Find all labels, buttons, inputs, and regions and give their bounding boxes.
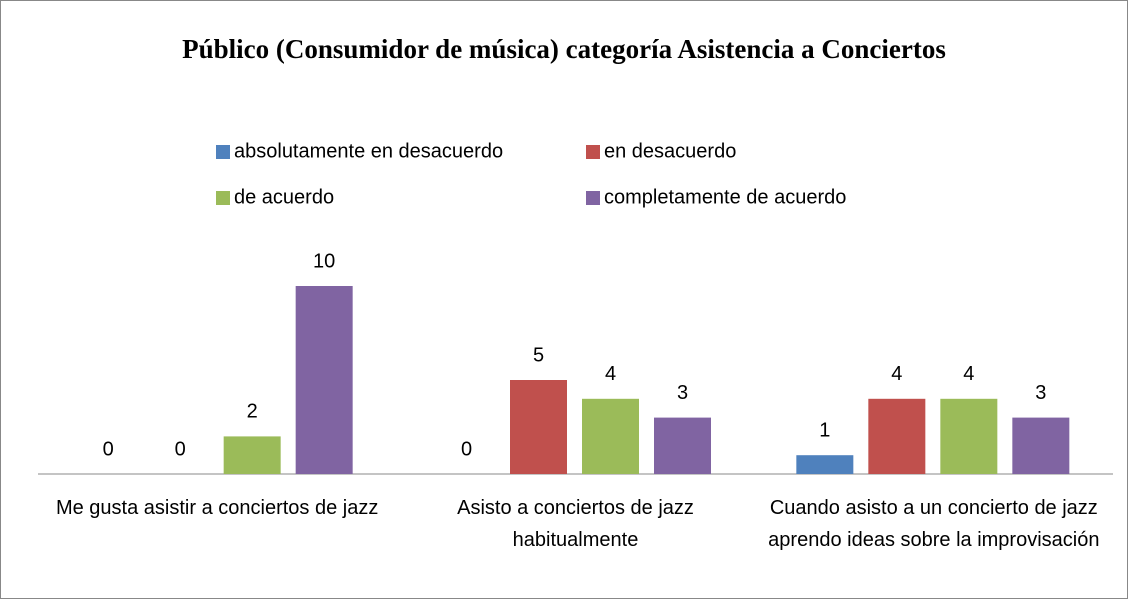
- legend-label: en desacuerdo: [604, 140, 736, 162]
- legend-swatch: [586, 145, 600, 159]
- bar: [1012, 417, 1070, 474]
- legend-swatch: [216, 191, 230, 205]
- legend-swatch: [216, 145, 230, 159]
- bar: [654, 417, 711, 474]
- data-label: 10: [313, 250, 335, 272]
- legend-label: de acuerdo: [234, 186, 334, 208]
- legend-swatch: [586, 191, 600, 205]
- data-label: 4: [605, 363, 616, 385]
- x-tick-label: Cuando asisto a un concierto de jazz apr…: [768, 497, 1100, 551]
- bar: [295, 286, 353, 474]
- data-label: 5: [533, 344, 544, 366]
- data-label: 0: [461, 438, 472, 460]
- data-label: 4: [891, 363, 902, 385]
- chart-title: Público (Consumidor de música) categoría…: [182, 34, 946, 64]
- data-label: 3: [677, 382, 688, 404]
- data-label: 1: [819, 419, 830, 441]
- legend-label: absolutamente en desacuerdo: [234, 140, 503, 162]
- data-label: 4: [963, 363, 974, 385]
- bar: [940, 398, 998, 474]
- data-label: 2: [247, 401, 258, 423]
- data-label: 0: [175, 438, 186, 460]
- bar: [510, 380, 567, 474]
- x-tick-label: Me gusta asistir a conciertos de jazz: [55, 497, 379, 519]
- data-label: 0: [103, 438, 114, 460]
- bar: [582, 398, 639, 474]
- bar: [223, 436, 281, 474]
- data-label: 3: [1035, 382, 1046, 404]
- legend-label: completamente de acuerdo: [604, 186, 846, 208]
- bar: [868, 398, 926, 474]
- bar: [796, 455, 854, 474]
- x-tick-label: Asisto a conciertos de jazz habitualment…: [457, 497, 694, 551]
